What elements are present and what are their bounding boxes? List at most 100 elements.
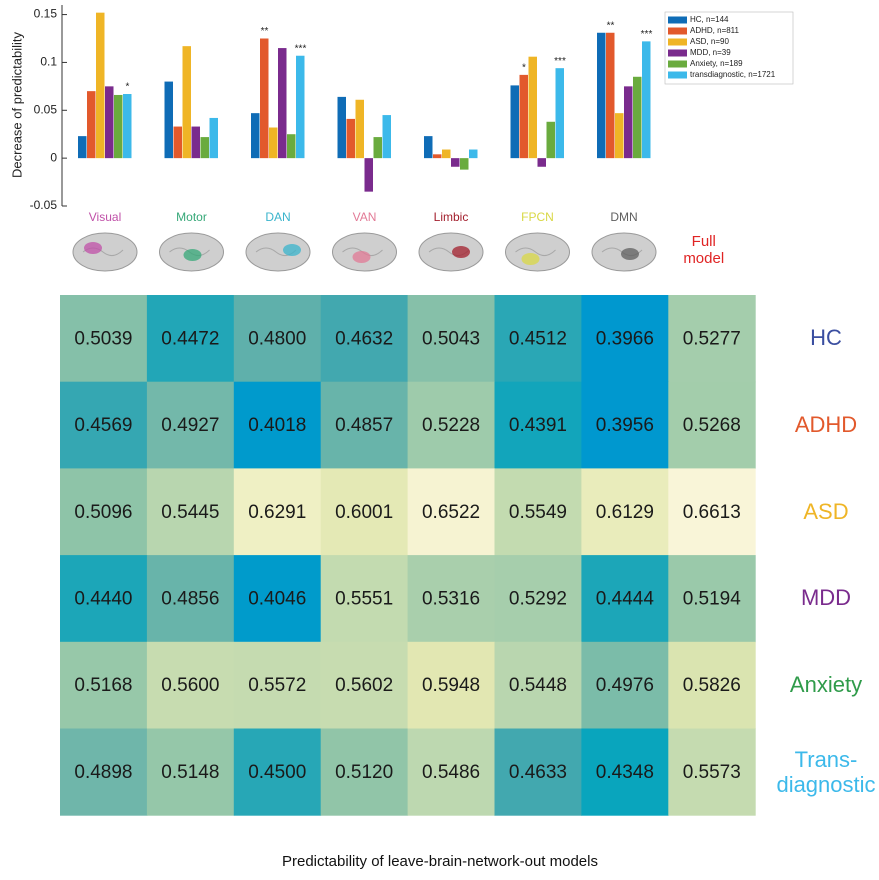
brain-icon bbox=[592, 233, 656, 271]
legend-label: ADHD, n=811 bbox=[690, 26, 740, 35]
x-axis-label: Predictability of leave-brain-network-ou… bbox=[282, 853, 598, 870]
cell-label: 0.5445 bbox=[161, 502, 219, 523]
cell-label: 0.5486 bbox=[422, 762, 480, 783]
bar bbox=[347, 119, 356, 158]
brain-icon bbox=[333, 233, 397, 271]
legend-swatch bbox=[668, 39, 687, 46]
cell-label: 0.4500 bbox=[248, 762, 306, 783]
bar bbox=[78, 136, 87, 158]
cell-label: 0.4857 bbox=[335, 415, 393, 436]
bar bbox=[251, 113, 260, 158]
bar bbox=[451, 158, 460, 167]
bar bbox=[183, 46, 192, 158]
cell-label: 0.5602 bbox=[335, 675, 393, 696]
x-tick-label: VAN bbox=[353, 210, 377, 224]
y-axis-label: Decrease of predictability bbox=[9, 32, 24, 178]
brain-network bbox=[84, 242, 102, 254]
brain-network bbox=[353, 251, 371, 263]
y-tick-label: 0.05 bbox=[34, 102, 58, 116]
bar bbox=[424, 136, 433, 158]
cell-label: 0.5277 bbox=[683, 328, 741, 349]
legend-label: HC, n=144 bbox=[690, 15, 729, 24]
significance-mark: * bbox=[126, 82, 130, 93]
significance-mark: *** bbox=[554, 56, 566, 67]
cell-label: 0.5549 bbox=[509, 502, 567, 523]
x-tick-label: Visual bbox=[89, 210, 121, 224]
figure: Decrease of predictability Predictabilit… bbox=[0, 0, 879, 880]
legend-swatch bbox=[668, 72, 687, 79]
brain-network bbox=[452, 246, 470, 258]
row-label: Trans- diagnostic bbox=[770, 747, 879, 798]
bar bbox=[529, 57, 538, 158]
cell-label: 0.4440 bbox=[74, 588, 132, 609]
cell-label: 0.5120 bbox=[335, 762, 393, 783]
brain-icon bbox=[73, 233, 137, 271]
bar bbox=[633, 77, 642, 158]
brain-shape bbox=[419, 233, 483, 271]
significance-mark: *** bbox=[641, 29, 653, 40]
bar bbox=[511, 85, 520, 158]
bar bbox=[210, 118, 219, 158]
bar bbox=[547, 122, 556, 158]
x-tick-label: Limbic bbox=[434, 210, 469, 224]
cell-label: 0.5600 bbox=[161, 675, 219, 696]
column-label: Full model bbox=[660, 233, 747, 268]
cell-label: 0.5292 bbox=[509, 588, 567, 609]
significance-mark: *** bbox=[295, 43, 307, 54]
cell-label: 0.4391 bbox=[509, 415, 567, 436]
cell-label: 0.4018 bbox=[248, 415, 306, 436]
significance-mark: ** bbox=[607, 20, 615, 31]
y-tick-label: 0.1 bbox=[40, 55, 57, 69]
brain-icon bbox=[419, 233, 483, 271]
cell-label: 0.5316 bbox=[422, 588, 480, 609]
bar bbox=[642, 41, 651, 158]
y-tick-label: 0 bbox=[50, 150, 57, 164]
cell-label: 0.4512 bbox=[509, 328, 567, 349]
bar bbox=[520, 75, 529, 158]
bar bbox=[260, 39, 269, 159]
cell-label: 0.4472 bbox=[161, 328, 219, 349]
bar bbox=[105, 86, 114, 158]
row-label: ASD bbox=[770, 499, 879, 524]
x-tick-label: DMN bbox=[610, 210, 637, 224]
cell-label: 0.5448 bbox=[509, 675, 567, 696]
cell-label: 0.6522 bbox=[422, 502, 480, 523]
brain-icon bbox=[160, 233, 224, 271]
cell-label: 0.4348 bbox=[596, 762, 654, 783]
bar bbox=[356, 100, 365, 158]
row-label: Anxiety bbox=[770, 672, 879, 697]
x-tick-label: DAN bbox=[265, 210, 290, 224]
bar bbox=[114, 95, 123, 158]
x-tick-label: Motor bbox=[176, 210, 207, 224]
bar bbox=[87, 91, 96, 158]
bar bbox=[469, 150, 478, 159]
bar bbox=[174, 127, 183, 159]
cell-label: 0.5826 bbox=[683, 675, 741, 696]
cell-label: 0.5948 bbox=[422, 675, 480, 696]
cell-label: 0.5043 bbox=[422, 328, 480, 349]
x-tick-label: FPCN bbox=[521, 210, 554, 224]
bar bbox=[278, 48, 287, 158]
legend-swatch bbox=[668, 50, 687, 57]
cell-label: 0.3956 bbox=[596, 415, 654, 436]
bar bbox=[338, 97, 347, 158]
bar bbox=[383, 115, 392, 158]
brain-shape bbox=[506, 233, 570, 271]
bar bbox=[365, 158, 374, 192]
cell-label: 0.6129 bbox=[596, 502, 654, 523]
brain-network bbox=[621, 248, 639, 260]
row-label: ADHD bbox=[770, 412, 879, 437]
cell-label: 0.4444 bbox=[596, 588, 655, 609]
y-tick-label: -0.05 bbox=[30, 198, 58, 212]
brain-network bbox=[184, 249, 202, 261]
brain-network bbox=[522, 253, 540, 265]
bar bbox=[374, 137, 383, 158]
cell-label: 0.5194 bbox=[683, 588, 742, 609]
significance-mark: * bbox=[522, 63, 526, 74]
legend-label: transdiagnostic, n=1721 bbox=[690, 70, 776, 79]
cell-label: 0.4856 bbox=[161, 588, 219, 609]
cell-label: 0.5268 bbox=[683, 415, 741, 436]
legend-label: MDD, n=39 bbox=[690, 48, 731, 57]
bar bbox=[442, 150, 451, 159]
cell-label: 0.3966 bbox=[596, 328, 654, 349]
